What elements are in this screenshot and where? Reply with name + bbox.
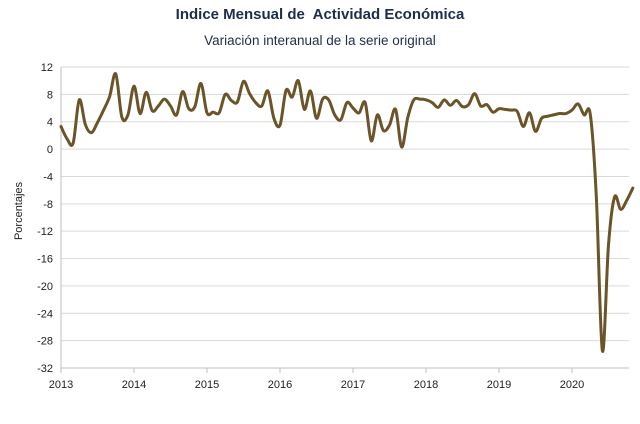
y-tick-label: -20 <box>37 281 53 293</box>
y-tick-label: -4 <box>43 171 53 183</box>
chart-title: Indice Mensual de Actividad Económica <box>175 6 465 23</box>
y-tick-label: -28 <box>37 336 53 348</box>
x-tick-label: 2013 <box>49 379 73 391</box>
y-tick-label: 0 <box>47 144 53 156</box>
y-tick-label: 12 <box>41 62 53 74</box>
chart-subtitle: Variación interanual de la serie origina… <box>204 33 436 48</box>
x-tick-label: 2017 <box>341 379 365 391</box>
y-tick-label: -32 <box>37 363 53 375</box>
x-tick-labels: 2013 2014 2015 2016 2017 2018 2019 2020 <box>49 368 584 391</box>
y-tick-label: 4 <box>47 117 53 129</box>
x-tick-label: 2019 <box>487 379 511 391</box>
axes <box>60 67 629 369</box>
x-tick-label: 2015 <box>195 379 219 391</box>
x-tick-label: 2018 <box>414 379 438 391</box>
y-tick-label: -24 <box>37 308 53 320</box>
y-tick-label: -12 <box>37 226 53 238</box>
y-axis-label: Porcentajes <box>13 181 25 240</box>
x-tick-label: 2014 <box>122 379 146 391</box>
x-tick-label: 2020 <box>560 379 584 391</box>
series-line <box>59 72 635 353</box>
series-layer <box>59 72 635 353</box>
y-tick-label: -8 <box>43 199 53 211</box>
y-tick-label: -16 <box>37 254 53 266</box>
y-tick-label: 8 <box>47 89 53 101</box>
y-tick-labels: 12 8 4 0 -4 -8 -12 -16 -20 -24 -28 -32 <box>37 62 53 375</box>
x-tick-label: 2016 <box>268 379 292 391</box>
